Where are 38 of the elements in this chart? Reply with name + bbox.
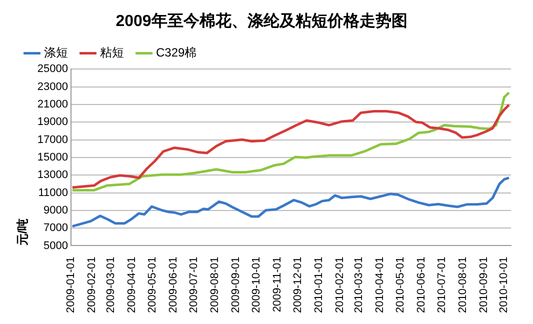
legend-label: 粘短 [100,46,124,60]
x-tick-label: 2009-01-01 [65,256,78,314]
y-tick-label: 11000 [38,186,68,199]
y-tick-label: 17000 [37,134,68,146]
x-tick-label: 2010-08-01 [456,256,469,314]
x-tick-label: 2009-06-01 [168,256,180,314]
y-tick-label: 21000 [37,98,68,111]
x-tick-label: 2009-12-01 [292,256,304,314]
x-tick-label: 2010-10-01 [498,256,510,314]
x-tick-label: 2010-06-01 [415,256,428,314]
x-tick-label: 2009-08-01 [208,256,221,314]
x-tick-label: 2009-11-01 [271,256,284,312]
x-tick-label: 2009-09-01 [230,256,242,314]
x-tick-label: 2010-09-01 [478,256,490,314]
y-tick-label: 15000 [37,151,68,164]
y-tick-label: 25000 [37,63,68,76]
legend-label: C329棉 [156,46,197,60]
x-tick-label: 2010-03-01 [352,256,365,314]
y-axis-title: 元/吨 [16,218,30,247]
x-tick-label: 2010-01-01 [312,256,325,314]
x-tick-label: 2009-05-01 [146,256,159,314]
x-tick-label: 2010-07-01 [436,256,448,314]
y-tick-label: 7000 [44,222,68,234]
y-tick-label: 9000 [44,204,68,216]
x-tick-label: 2010-02-01 [334,256,346,314]
x-tick-label: 2009-02-01 [86,256,98,314]
y-tick-label: 19000 [37,116,68,128]
y-tick-label: 23000 [37,80,68,93]
x-tick-label: 2010-05-01 [394,256,406,314]
legend-label: 涤短 [44,46,68,60]
y-tick-label: 5000 [44,240,68,252]
x-tick-label: 2009-07-01 [188,256,200,314]
x-tick-label: 2009-10-01 [250,256,262,314]
y-tick-label: 13000 [37,169,68,182]
x-tick-label: 2009-04-01 [126,256,138,314]
x-tick-label: 2010-04-01 [374,256,386,314]
chart-title: 2009年至今棉花、涤纶及粘短价格走势图 [116,12,408,30]
x-tick-label: 2009-03-01 [105,256,118,314]
